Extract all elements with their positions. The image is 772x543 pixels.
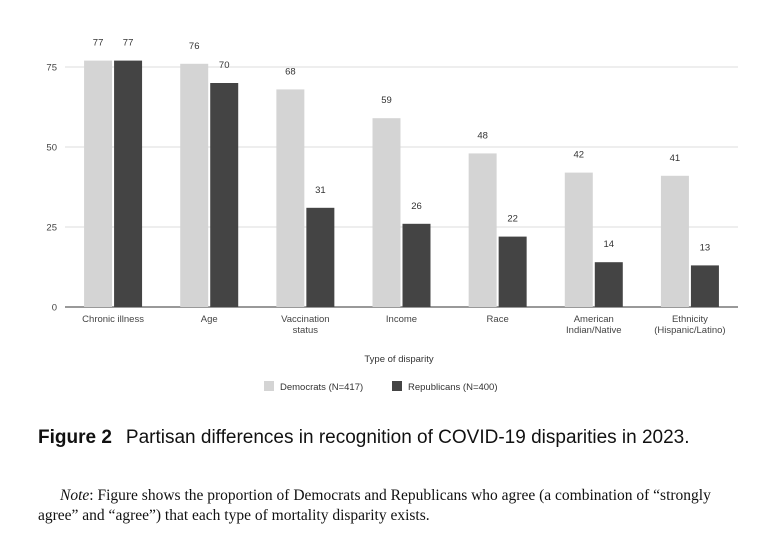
data-label: 77 [93,38,104,49]
legend-swatch [264,381,274,391]
data-label: 31 [315,185,326,196]
data-label: 42 [573,150,584,161]
figure-caption-title: Figure 2 Partisan differences in recognit… [38,426,738,450]
bar-republicans [306,207,335,307]
bar-democrats [660,175,689,307]
data-label: 41 [670,153,681,164]
bar-republicans [402,223,431,307]
bar-republicans [594,262,623,307]
x-axis-ticks: Chronic illness Age Vaccination status Incom… [82,314,725,336]
bars [84,60,719,308]
x-tick-label: Age [201,314,218,325]
data-label: 14 [603,239,614,250]
bar-republicans [210,83,239,307]
x-tick-label: Ethnicity (Hispanic/Latino) [654,314,725,336]
data-label: 77 [123,38,134,49]
bar-democrats [468,153,497,307]
note-label: Note [60,487,90,504]
y-tick-label: 50 [46,143,57,154]
figure-note: Note: Figure shows the proportion of Dem… [38,486,743,526]
bar-democrats [180,63,209,307]
data-labels: 77 77 76 70 68 31 59 26 48 22 42 14 41 13 [93,38,710,254]
data-label: 48 [477,130,488,141]
y-axis-ticks: 0 25 50 75 [46,63,57,314]
data-label: 13 [700,242,711,253]
x-tick-label: Race [487,314,509,325]
legend-swatch [392,381,402,391]
y-tick-label: 75 [46,63,57,74]
data-label: 70 [219,60,230,71]
y-tick-label: 0 [52,303,57,314]
data-label: 76 [189,41,200,52]
x-tick-label: Income [386,314,417,325]
x-axis-title: Type of disparity [364,354,433,365]
x-tick-label: American Indian/Native [566,314,621,336]
y-tick-label: 25 [46,223,57,234]
data-label: 68 [285,66,296,77]
data-label: 26 [411,201,422,212]
bar-republicans [690,265,719,307]
bar-republicans [498,236,527,307]
legend: Democrats (N=417) Republicans (N=400) [264,381,498,393]
figure-title-text: Partisan differences in recognition of C… [125,427,690,448]
bar-democrats [84,60,113,307]
note-text: : Figure shows the proportion of Democra… [38,487,711,524]
bar-democrats [276,89,305,308]
x-tick-label: Chronic illness [82,314,144,325]
figure-number: Figure 2 [38,427,112,448]
data-label: 59 [381,95,392,106]
legend-label: Republicans (N=400) [408,382,498,393]
data-label: 22 [507,214,518,225]
bar-democrats [564,172,593,307]
bar-democrats [372,118,401,307]
legend-label: Democrats (N=417) [280,382,363,393]
bar-republicans [114,60,143,307]
gridlines [65,66,738,308]
bar-chart: 0 25 50 75 77 77 76 70 68 31 59 26 48 22 42 14 41 13 Chr… [46,38,738,393]
x-tick-label: Vaccination status [281,314,329,336]
